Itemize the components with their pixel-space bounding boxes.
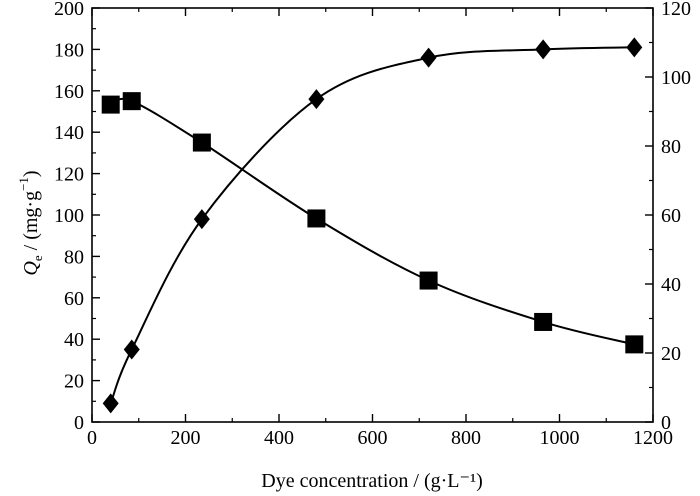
y-axis-title-close: ) <box>20 170 42 177</box>
y-axis-title: Qe / (mg·g−1) <box>16 170 45 275</box>
y-right-tick-label: 80 <box>661 136 681 158</box>
square-marker <box>307 209 326 228</box>
x-tick-label: 1200 <box>633 427 673 449</box>
y-left-tick-label: 60 <box>64 288 84 310</box>
tick-labels: 0 200 400 600 800 1000 12000204060801001201401… <box>54 0 691 449</box>
y-axis-title-subscript: e <box>30 255 45 261</box>
plot-frame <box>91 7 654 423</box>
diamond-marker <box>535 39 552 60</box>
diamond-marker <box>626 37 643 58</box>
y-left-tick-label: 0 <box>74 412 84 434</box>
series-diamond-curve <box>109 46 635 404</box>
diamond-marker <box>102 393 119 414</box>
y-axis-title-symbol: Q <box>20 261 42 276</box>
x-tick-label: 1000 <box>540 427 580 449</box>
y-left-tick-label: 160 <box>54 81 84 103</box>
diamond-marker <box>420 47 437 68</box>
x-axis-title: Dye concentration / (g·L⁻¹) <box>261 470 482 492</box>
y-axis-title-superscript: −1 <box>16 177 31 191</box>
series-markers <box>101 37 644 414</box>
diamond-marker <box>193 209 210 230</box>
diamond-marker <box>123 339 140 360</box>
square-marker <box>625 335 644 354</box>
x-tick-label: 800 <box>451 427 481 449</box>
y-axis-title-unit: / (mg·g <box>20 191 42 255</box>
y-left-tick-label: 20 <box>64 371 84 393</box>
x-tick-label: 600 <box>358 427 388 449</box>
y-left-tick-label: 180 <box>54 39 84 61</box>
y-right-tick-label: 120 <box>661 0 691 20</box>
y-left-tick-label: 100 <box>54 205 84 227</box>
x-tick-label: 200 <box>171 427 201 449</box>
square-marker <box>419 271 438 290</box>
y-left-tick-label: 200 <box>54 0 84 20</box>
series-square-curve <box>110 97 635 346</box>
x-tick-label: 0 <box>87 427 97 449</box>
diamond-marker <box>308 89 325 110</box>
x-tick-label: 400 <box>264 427 294 449</box>
square-marker <box>534 312 553 331</box>
y-right-tick-label: 0 <box>661 412 671 434</box>
square-marker <box>122 92 141 111</box>
axis-ticks <box>91 7 654 423</box>
y-right-tick-label: 40 <box>661 274 681 296</box>
y-right-tick-label: 60 <box>661 205 681 227</box>
square-marker <box>192 133 211 152</box>
y-left-tick-label: 40 <box>64 329 84 351</box>
square-marker <box>101 95 120 114</box>
plot-border <box>91 7 654 423</box>
y-right-tick-label: 100 <box>661 67 691 89</box>
y-left-tick-label: 140 <box>54 122 84 144</box>
series-curves <box>109 46 635 404</box>
y-left-tick-label: 80 <box>64 246 84 268</box>
y-left-tick-label: 120 <box>54 164 84 186</box>
y-right-tick-label: 20 <box>661 343 681 365</box>
